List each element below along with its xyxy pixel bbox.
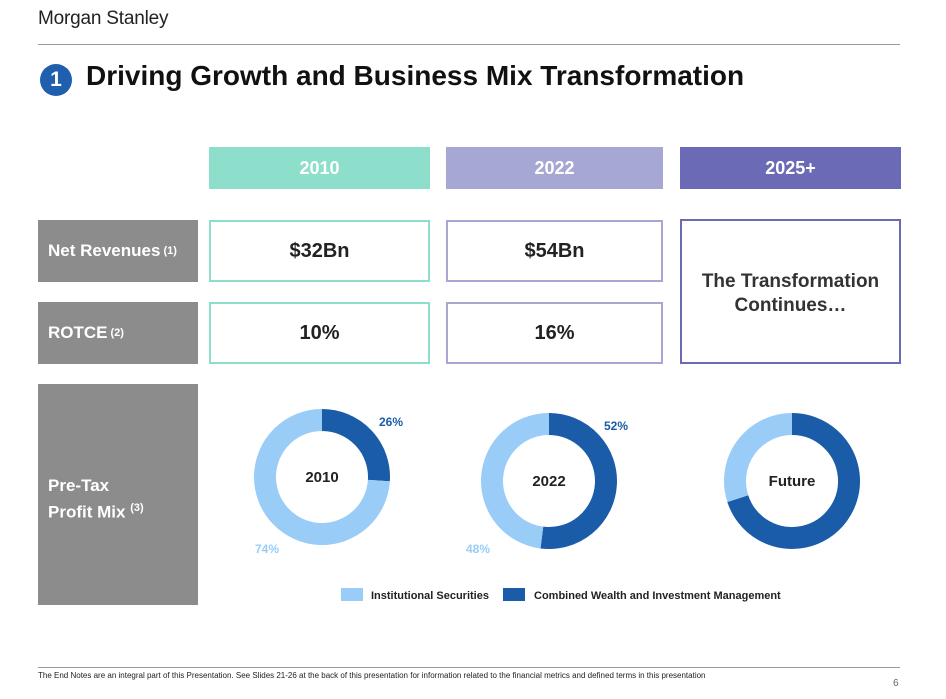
page-number: 6 <box>893 678 899 689</box>
profit-mix-label: Pre-Tax Profit Mix (3) <box>38 384 198 605</box>
section-number-badge: 1 <box>40 64 72 96</box>
year-header-2022: 2022 <box>446 147 663 189</box>
wealth-slice-2 <box>727 413 860 549</box>
rotce-label-text: ROTCE <box>48 323 108 342</box>
institutional-slice-1 <box>481 413 550 549</box>
donut-center-label-1: 2022 <box>532 473 565 490</box>
institutional-pct-label-0: 74% <box>255 542 279 556</box>
page-title: Driving Growth and Business Mix Transfor… <box>86 60 745 91</box>
future-text-line2: Continues… <box>734 295 847 316</box>
institutional-pct-label-1: 48% <box>466 542 490 556</box>
year-header-2010: 2010 <box>209 147 430 189</box>
profit-mix-note: (3) <box>130 502 144 514</box>
net-revenues-2010: $32Bn <box>209 220 430 282</box>
net-revenues-note: (1) <box>163 245 177 257</box>
header-divider <box>38 44 900 45</box>
rotce-2010: 10% <box>209 302 430 364</box>
wealth-pct-label-1: 52% <box>604 419 628 433</box>
wealth-pct-label-0: 26% <box>379 415 403 429</box>
wealth-slice-0 <box>321 409 390 482</box>
future-text-line1: The Transformation <box>701 271 880 292</box>
net-revenues-2022: $54Bn <box>446 220 663 282</box>
brand-logo: Morgan Stanley <box>38 8 169 29</box>
legend-label-wealth: Combined Wealth and Investment Managemen… <box>534 590 781 602</box>
institutional-slice-0 <box>254 409 390 545</box>
legend-label-institutional: Institutional Securities <box>371 590 489 602</box>
rotce-label: ROTCE (2) <box>38 302 198 364</box>
profit-mix-label-line1: Pre-Tax <box>48 476 110 495</box>
rotce-note: (2) <box>110 327 124 339</box>
net-revenues-label: Net Revenues (1) <box>38 220 198 282</box>
donut-center-label-2: Future <box>769 473 816 490</box>
rotce-2022: 16% <box>446 302 663 364</box>
footnote: The End Notes are an integral part of th… <box>38 671 706 680</box>
net-revenues-label-text: Net Revenues <box>48 241 161 260</box>
donut-center-label-0: 2010 <box>305 469 338 486</box>
legend-swatch-wealth <box>503 588 525 601</box>
year-header-2025: 2025+ <box>680 147 901 189</box>
profit-mix-label-line2: Profit Mix <box>48 502 126 522</box>
transformation-continues-box: The Transformation Continues… <box>680 219 901 364</box>
institutional-slice-2 <box>724 413 793 503</box>
wealth-slice-1 <box>540 413 617 549</box>
footer-divider <box>38 667 900 668</box>
legend-swatch-institutional <box>341 588 363 601</box>
